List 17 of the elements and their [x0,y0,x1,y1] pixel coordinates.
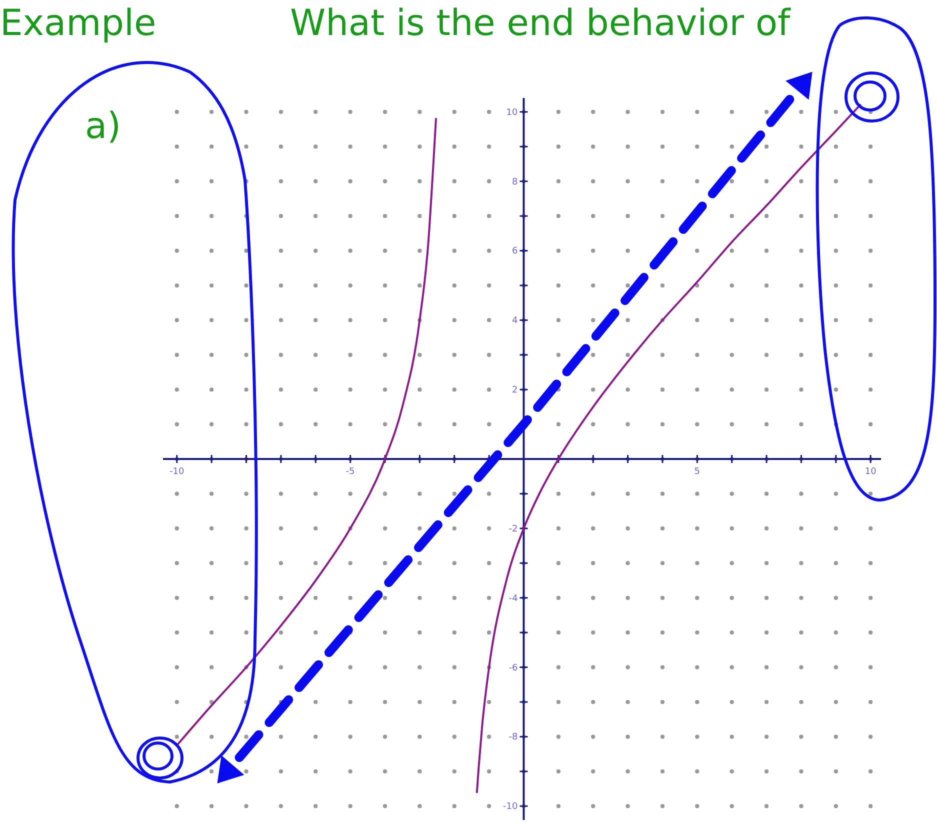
y-tick-label: -2 [508,524,518,534]
y-tick-label: -8 [508,732,518,743]
y-tick-label: 4 [512,316,518,326]
y-tick-label: -10 [503,802,518,812]
y-tick-label: 2 [512,386,518,396]
y-tick-label: -6 [508,663,518,674]
x-tick-label: -10 [170,467,184,477]
x-tick-label: -5 [346,467,355,477]
x-tick-label: 10 [864,467,877,477]
y-tick-label: 10 [506,108,518,118]
y-tick-label: -4 [508,594,518,604]
chart-title: What is the end behavior of [290,3,792,44]
x-tick-label: 5 [694,467,700,477]
text: a) [85,106,122,147]
y-tick-label: 6 [512,246,518,257]
text: Example [0,3,156,44]
y-tick-label: 8 [512,177,518,188]
